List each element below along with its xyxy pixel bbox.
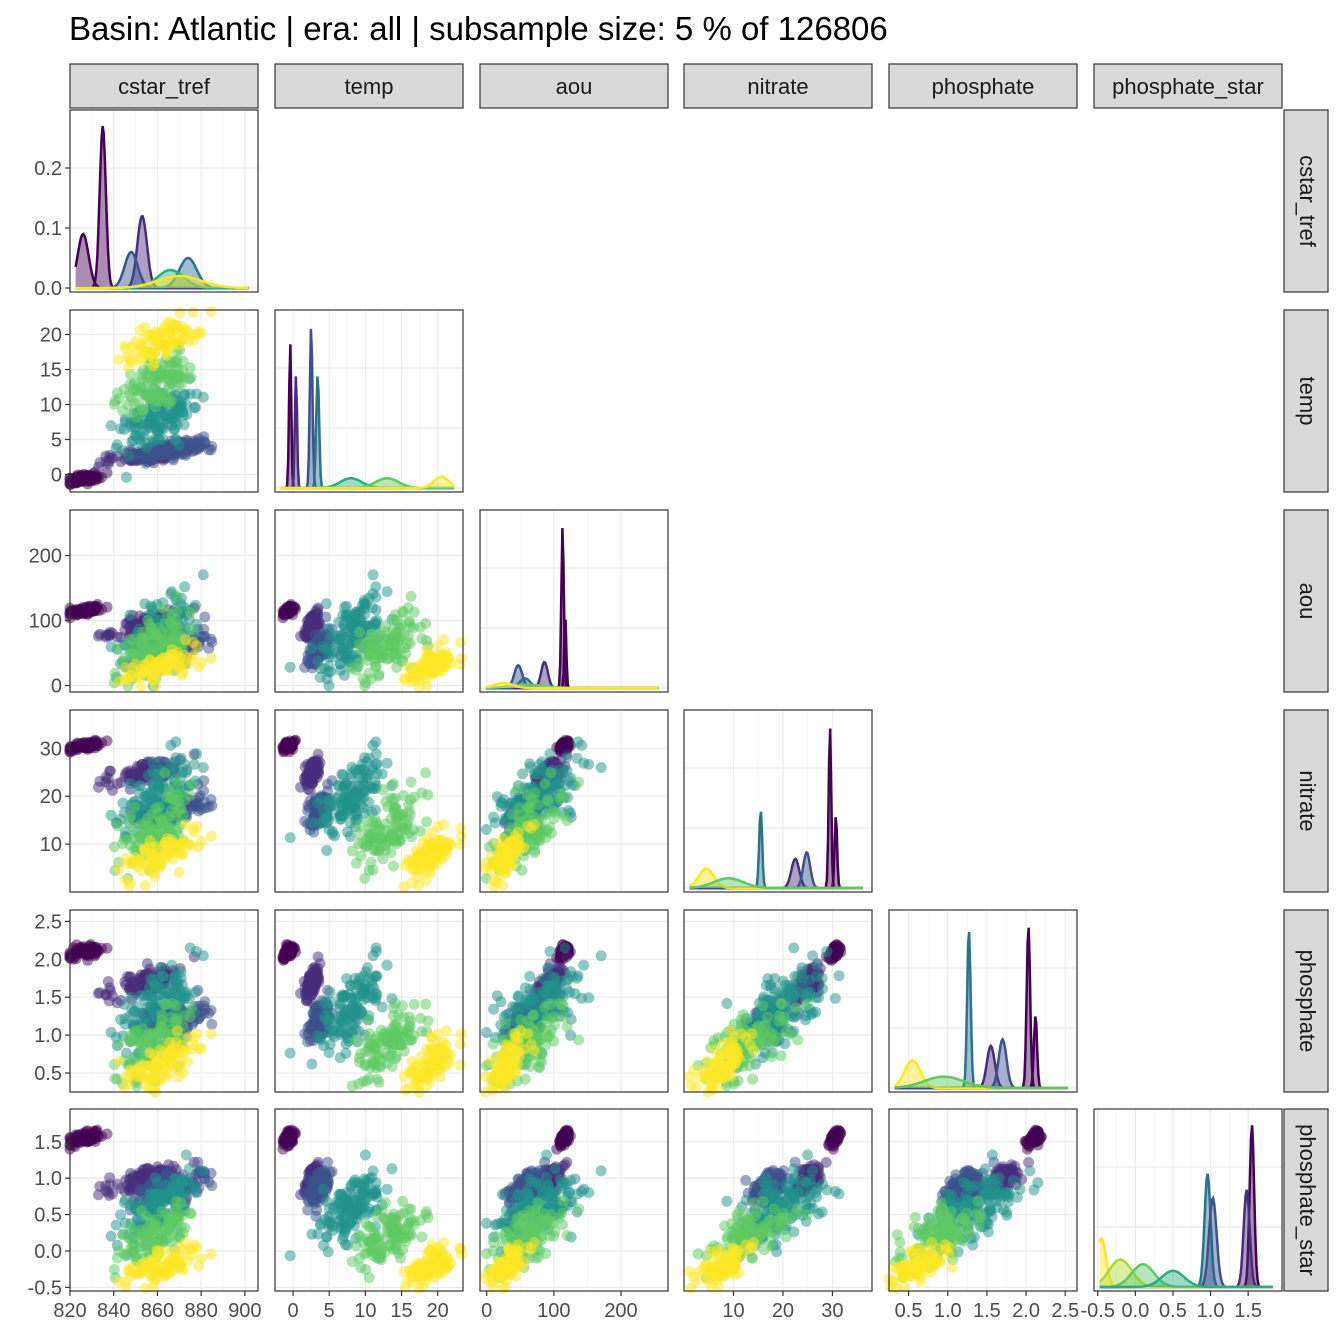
panel-nitrate-vs-nitrate [684,710,872,892]
data-point [345,612,357,624]
data-point [90,1126,102,1137]
data-point [284,661,296,673]
data-point [93,461,104,473]
data-point [312,951,324,963]
data-point [191,748,202,760]
data-point [301,995,313,1007]
data-point [560,740,572,752]
data-point [83,470,95,482]
chart-title: Basin: Atlantic | era: all | subsample s… [69,10,888,47]
data-point [285,740,297,752]
data-point [93,987,104,999]
data-point [285,943,297,955]
data-point [820,1156,832,1168]
data-point [120,471,132,483]
panel-phosphate-vs-phosphate [889,910,1077,1092]
data-point [127,1173,139,1185]
data-point [203,643,215,654]
data-point [302,1204,314,1216]
data-point [83,602,95,614]
data-point [367,569,379,581]
data-point [101,1128,113,1140]
data-point [103,455,115,467]
data-point [285,602,297,614]
data-point [302,654,314,666]
data-point [198,431,210,443]
data-point [320,598,332,610]
data-point [168,423,180,434]
data-point [301,779,313,791]
data-point [322,666,334,678]
data-point [189,401,201,413]
data-point [127,976,139,988]
data-point [335,649,347,661]
data-point [370,581,382,593]
data-point [285,1135,297,1147]
data-point [198,1008,210,1019]
data-point [302,1029,314,1041]
data-point [103,1189,115,1201]
data-point [199,611,211,623]
data-point [320,611,332,623]
data-point [179,388,191,400]
data-point [560,1135,572,1147]
data-point [152,426,164,438]
data-point [561,1156,573,1168]
data-point [1031,1135,1043,1147]
data-point [104,765,116,777]
panel-aou-vs-aou [480,510,668,692]
data-point [829,1135,840,1147]
data-point [103,995,115,1007]
data-point [124,609,136,621]
data-point [78,1127,90,1139]
data-point [381,586,393,598]
data-point [309,629,321,641]
data-point [179,581,191,593]
data-point [312,748,324,760]
data-point [306,642,318,654]
data-point [93,1189,104,1201]
data-point [303,618,315,630]
data-point [197,569,209,581]
data-point [198,785,210,797]
data-point [191,388,202,400]
data-point [326,1166,338,1178]
data-point [321,642,333,654]
data-point [101,942,113,954]
data-point [303,969,315,981]
data-point [323,622,335,634]
data-point [101,467,113,479]
data-point [103,779,115,791]
data-point [83,943,95,955]
data-point [111,1178,123,1190]
data-point [206,1018,218,1030]
data-point [312,655,324,667]
data-point [139,598,151,610]
data-point [101,735,113,747]
data-point [159,447,171,459]
data-point [93,781,104,793]
data-point [127,435,139,446]
data-point [105,420,117,432]
data-point [83,740,95,752]
data-point [101,601,113,613]
data-point [167,413,179,425]
data-point [358,597,370,609]
panel-temp-vs-temp [275,310,463,492]
data-point [303,770,315,782]
data-point [193,801,205,813]
data-point [117,445,129,457]
data-point [83,1135,95,1147]
data-point [93,630,104,642]
data-point [331,630,343,642]
data-point [335,664,347,676]
data-point [964,1166,976,1178]
data-point [740,1174,752,1186]
data-point [103,630,115,642]
data-point [170,433,182,445]
